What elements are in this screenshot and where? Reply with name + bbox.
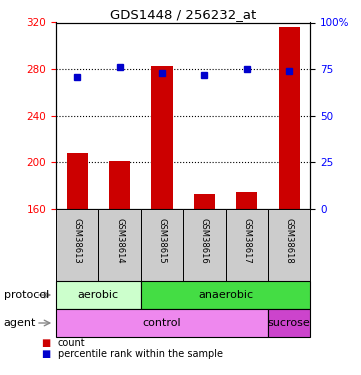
Bar xyxy=(98,209,141,281)
Bar xyxy=(183,209,226,281)
Text: ■: ■ xyxy=(42,338,51,348)
Text: count: count xyxy=(58,338,86,348)
Bar xyxy=(141,281,310,309)
Text: anaerobic: anaerobic xyxy=(198,290,253,300)
Bar xyxy=(109,161,130,209)
Title: GDS1448 / 256232_at: GDS1448 / 256232_at xyxy=(110,8,256,21)
Text: GSM38613: GSM38613 xyxy=(73,217,82,263)
Text: agent: agent xyxy=(4,318,36,328)
Text: percentile rank within the sample: percentile rank within the sample xyxy=(58,349,223,359)
Bar xyxy=(66,153,88,209)
Text: ■: ■ xyxy=(42,349,51,359)
Text: GSM38617: GSM38617 xyxy=(242,217,251,263)
Bar xyxy=(151,66,173,209)
Text: aerobic: aerobic xyxy=(78,290,119,300)
Bar xyxy=(141,209,183,281)
Bar xyxy=(226,209,268,281)
Text: sucrose: sucrose xyxy=(268,318,310,328)
Text: GSM38614: GSM38614 xyxy=(115,217,124,263)
Text: GSM38616: GSM38616 xyxy=(200,217,209,263)
Text: GSM38618: GSM38618 xyxy=(285,217,294,263)
Bar xyxy=(268,209,310,281)
Text: control: control xyxy=(143,318,181,328)
Text: protocol: protocol xyxy=(4,290,49,300)
Bar xyxy=(268,309,310,337)
Bar xyxy=(56,309,268,337)
Bar xyxy=(279,27,300,209)
Bar xyxy=(236,192,257,209)
Text: GSM38615: GSM38615 xyxy=(157,217,166,263)
Bar xyxy=(194,194,215,209)
Bar xyxy=(56,281,141,309)
Bar xyxy=(56,209,98,281)
